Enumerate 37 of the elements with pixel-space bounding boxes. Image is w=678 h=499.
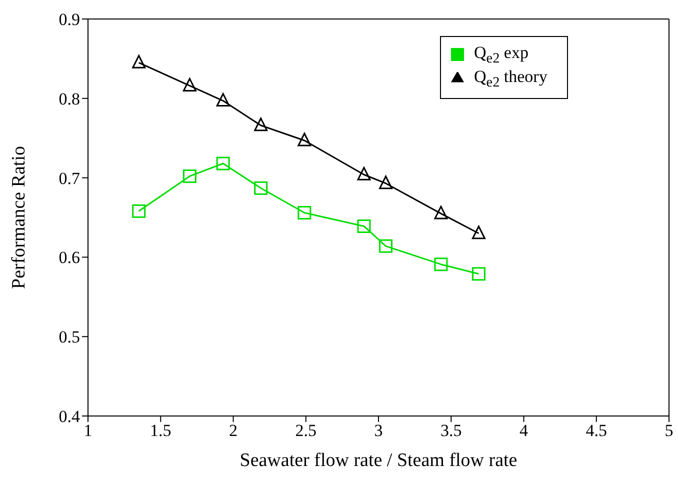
point bbox=[254, 118, 268, 132]
y-tick-label: 0.5 bbox=[58, 328, 80, 347]
point bbox=[254, 181, 268, 195]
y-tick-label: 0.8 bbox=[58, 89, 80, 108]
x-axis-title: Seawater flow rate / Steam flow rate bbox=[240, 450, 518, 471]
point bbox=[216, 93, 230, 107]
x-tick-label: 3 bbox=[374, 421, 383, 440]
x-tick-label: 2 bbox=[229, 421, 238, 440]
x-tick-label: 1 bbox=[84, 421, 92, 440]
x-tick-label: 5 bbox=[664, 421, 674, 440]
point bbox=[379, 176, 393, 190]
y-tick-label: 0.6 bbox=[58, 248, 80, 268]
x-tick-label: 2.5 bbox=[295, 421, 316, 440]
y-tick-label: 0.9 bbox=[58, 10, 80, 30]
point bbox=[132, 54, 146, 68]
point bbox=[298, 206, 312, 220]
x-tick-label: 4.5 bbox=[586, 421, 607, 440]
x-tick-label: 1.5 bbox=[150, 421, 172, 440]
x-tick-label: 4 bbox=[520, 421, 528, 440]
point bbox=[357, 166, 371, 180]
point bbox=[472, 226, 486, 240]
point bbox=[298, 132, 312, 146]
point bbox=[216, 156, 230, 170]
point bbox=[132, 204, 146, 218]
legend-label: Q$_{e2}$ theory bbox=[474, 67, 548, 91]
point bbox=[182, 78, 196, 92]
legend-label: Q$_{e2}$ exp bbox=[474, 43, 528, 66]
point bbox=[472, 267, 486, 281]
y-tick-label: 0.7 bbox=[58, 168, 80, 188]
point bbox=[434, 258, 448, 272]
point bbox=[357, 219, 371, 233]
point bbox=[379, 239, 393, 253]
x-tick-label: 3.5 bbox=[440, 421, 462, 440]
point bbox=[182, 169, 196, 183]
point bbox=[434, 206, 448, 220]
y-axis-title: Performance Ratio bbox=[8, 146, 30, 289]
y-tick-label: 0.4 bbox=[58, 407, 80, 426]
